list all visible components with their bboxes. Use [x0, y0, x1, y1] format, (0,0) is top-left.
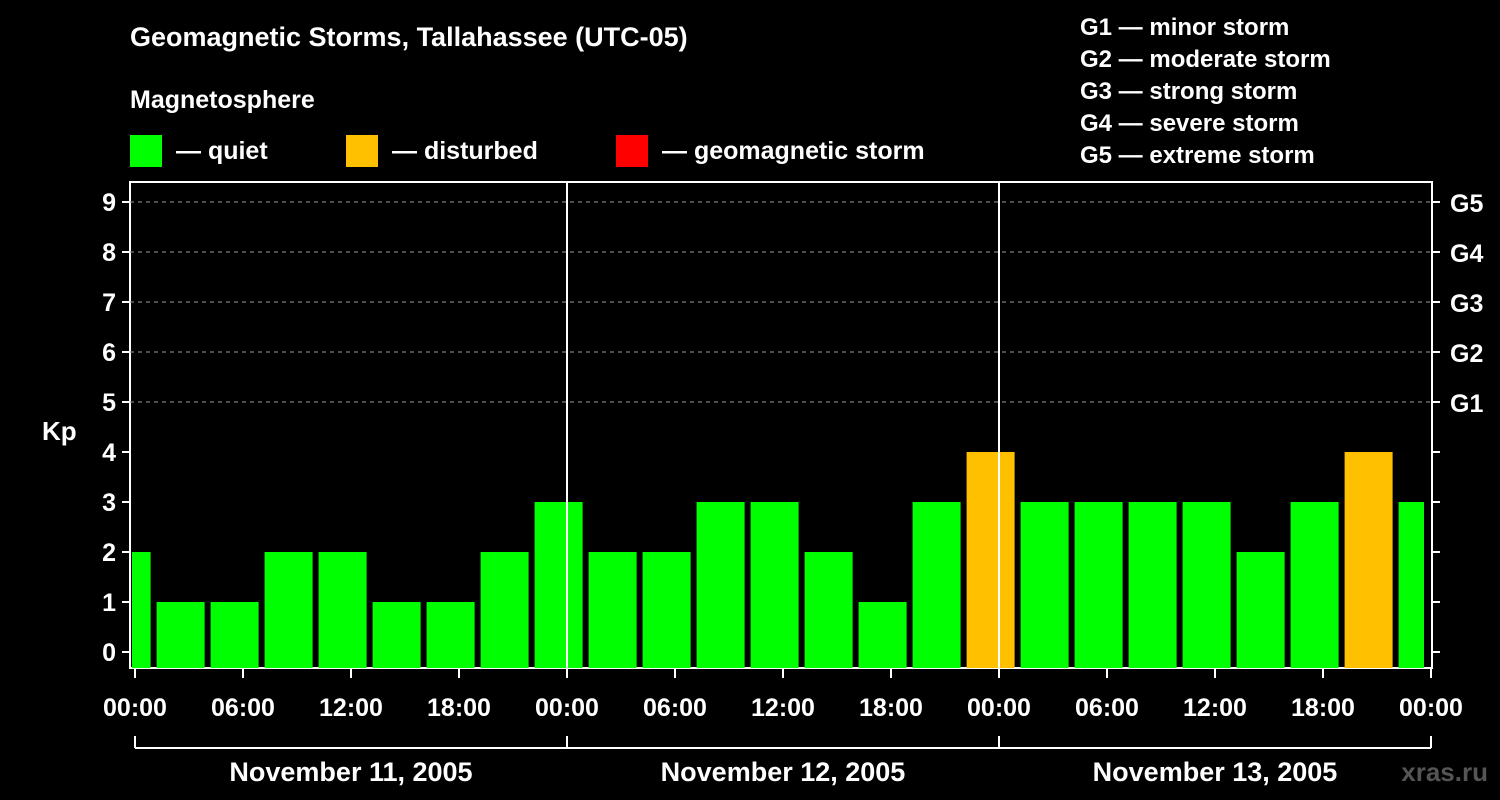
- right-tick-label-g3: G3: [1450, 290, 1483, 318]
- bar-11: [696, 502, 745, 668]
- x-tick-label-5: 06:00: [643, 694, 707, 722]
- bar-14: [858, 602, 907, 668]
- bar-12: [750, 502, 799, 668]
- y-tick-label-9: 9: [102, 189, 116, 217]
- bar-2: [210, 602, 259, 668]
- legend-label-disturbed: — disturbed: [392, 136, 538, 165]
- chart-title: Geomagnetic Storms, Tallahassee (UTC-05): [130, 22, 688, 52]
- bar-4: [318, 552, 367, 668]
- bar-24: [1398, 502, 1424, 668]
- y-axis-label: Kp: [42, 416, 77, 446]
- x-tick-label-11: 18:00: [1291, 694, 1355, 722]
- x-tick-label-0: 00:00: [103, 694, 167, 722]
- right-tick-label-g4: G4: [1450, 240, 1483, 268]
- y-tick-label-7: 7: [102, 289, 116, 317]
- bar-1: [156, 602, 205, 668]
- legend-label-quiet: — quiet: [176, 136, 268, 165]
- bar-13: [804, 552, 853, 668]
- bar-10: [642, 552, 691, 668]
- storm-scale-legend: G1 — minor storm G2 — moderate storm G3 …: [1080, 12, 1331, 172]
- y-tick-label-4: 4: [102, 439, 116, 467]
- storm-scale-g4: G4 — severe storm: [1080, 110, 1299, 137]
- bar-0: [132, 552, 151, 668]
- bar-15: [912, 502, 961, 668]
- x-tick-label-12: 00:00: [1399, 694, 1463, 722]
- legend-label-storm: — geomagnetic storm: [662, 136, 925, 165]
- bar-3: [264, 552, 313, 668]
- bar-6: [426, 602, 475, 668]
- legend-swatch-quiet: [130, 135, 162, 167]
- x-tick-label-3: 18:00: [427, 694, 491, 722]
- bar-22: [1290, 502, 1339, 668]
- y-tick-label-1: 1: [102, 589, 116, 617]
- x-tick-label-4: 00:00: [535, 694, 599, 722]
- bar-16: [966, 452, 1015, 668]
- x-tick-label-8: 00:00: [967, 694, 1031, 722]
- day-label-1: November 12, 2005: [661, 757, 906, 787]
- legend-item-quiet: — quiet: [130, 134, 268, 168]
- legend-subtitle: Magnetosphere: [130, 86, 315, 114]
- bar-17: [1020, 502, 1069, 668]
- x-tick-label-10: 12:00: [1183, 694, 1247, 722]
- legend-item-disturbed: — disturbed: [346, 134, 538, 168]
- y-tick-label-5: 5: [102, 389, 116, 417]
- right-tick-label-g5: G5: [1450, 190, 1483, 218]
- storm-scale-g1: G1 — minor storm: [1080, 14, 1290, 41]
- legend-swatch-storm: [616, 135, 648, 167]
- y-tick-label-2: 2: [102, 539, 116, 567]
- watermark: xras.ru: [1401, 757, 1488, 787]
- bar-9: [588, 552, 637, 668]
- bar-23: [1344, 452, 1393, 668]
- bar-7: [480, 552, 529, 668]
- bar-8: [534, 502, 583, 668]
- y-tick-label-0: 0: [102, 639, 116, 667]
- bar-21: [1236, 552, 1285, 668]
- y-tick-label-3: 3: [102, 489, 116, 517]
- x-tick-label-1: 06:00: [211, 694, 275, 722]
- x-tick-label-9: 06:00: [1075, 694, 1139, 722]
- bar-5: [372, 602, 421, 668]
- y-tick-label-6: 6: [102, 339, 116, 367]
- storm-scale-g3: G3 — strong storm: [1080, 78, 1298, 105]
- right-tick-label-g1: G1: [1450, 390, 1483, 418]
- right-tick-label-g2: G2: [1450, 340, 1483, 368]
- bar-20: [1182, 502, 1231, 668]
- x-tick-label-6: 12:00: [751, 694, 815, 722]
- y-tick-label-8: 8: [102, 239, 116, 267]
- bar-18: [1074, 502, 1123, 668]
- storm-scale-g2: G2 — moderate storm: [1080, 46, 1331, 73]
- x-tick-label-7: 18:00: [859, 694, 923, 722]
- x-tick-label-2: 12:00: [319, 694, 383, 722]
- day-label-2: November 13, 2005: [1093, 757, 1338, 787]
- day-label-0: November 11, 2005: [229, 757, 472, 787]
- bar-19: [1128, 502, 1177, 668]
- legend-swatch-disturbed: [346, 135, 378, 167]
- legend-item-storm: — geomagnetic storm: [616, 134, 925, 168]
- storm-scale-g5: G5 — extreme storm: [1080, 142, 1315, 169]
